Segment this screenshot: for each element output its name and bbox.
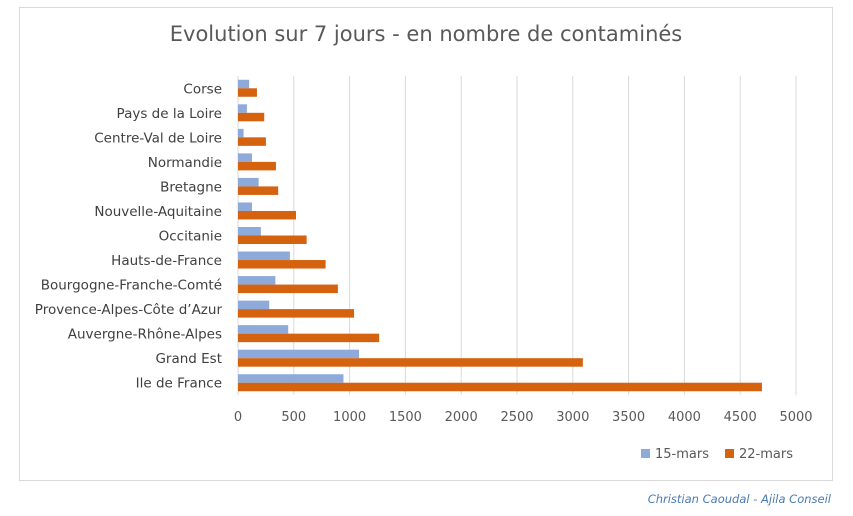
x-tick-label: 3000 (556, 410, 589, 425)
x-tick-label: 2500 (500, 410, 533, 425)
bar-22-mars (238, 137, 266, 146)
category-label: Centre-Val de Loire (94, 130, 222, 146)
bar-15-mars (238, 374, 344, 383)
category-label: Pays de la Loire (117, 106, 222, 122)
category-label: Nouvelle-Aquitaine (94, 204, 222, 220)
chart-title: Evolution sur 7 jours - en nombre de con… (169, 22, 683, 46)
bar-22-mars (238, 284, 338, 294)
category-label: Normandie (148, 155, 222, 171)
legend-swatch (725, 449, 734, 458)
bar-15-mars (238, 128, 244, 138)
bar-15-mars (238, 104, 247, 113)
chart-frame (19, 7, 833, 481)
bar-22-mars (238, 333, 380, 343)
bar-22-mars (238, 112, 265, 122)
bar-15-mars (238, 153, 252, 162)
category-label: Corse (183, 81, 222, 97)
bar-15-mars (238, 325, 289, 334)
legend-label: 15-mars (655, 447, 709, 462)
x-tick-label: 4000 (668, 410, 701, 425)
x-tick-label: 3500 (612, 410, 645, 425)
x-tick-label: 5000 (779, 410, 812, 425)
x-tick-label: 1000 (333, 410, 366, 425)
category-label: Occitanie (159, 229, 222, 245)
bar-22-mars (238, 235, 307, 244)
legend-label: 22-mars (739, 447, 793, 462)
bar-22-mars (238, 161, 276, 171)
category-label: Auvergne-Rhône-Alpes (68, 327, 222, 343)
bar-22-mars (238, 309, 355, 318)
x-tick-label: 0 (234, 410, 242, 425)
bar-15-mars (238, 251, 290, 261)
credit-text: Christian Caoudal - Ajila Conseil (647, 492, 831, 506)
bar-15-mars (238, 227, 261, 236)
bar-15-mars (238, 202, 252, 211)
bar-15-mars (238, 300, 270, 310)
bar-22-mars (238, 186, 279, 195)
category-label: Bretagne (160, 179, 222, 195)
bar-22-mars (238, 210, 297, 220)
bar-15-mars (238, 79, 250, 89)
legend-swatch (641, 449, 650, 458)
bars (238, 79, 762, 392)
bar-15-mars (238, 177, 259, 187)
x-tick-label: 500 (281, 410, 306, 425)
bar-22-mars (238, 260, 326, 269)
bar-22-mars (238, 382, 762, 392)
x-tick-label: 2000 (445, 410, 478, 425)
category-label: Ile de France (136, 376, 222, 392)
x-tick-label: 4500 (724, 410, 757, 425)
bar-22-mars (238, 358, 583, 367)
category-label: Provence-Alpes-Côte d’Azur (35, 302, 223, 318)
category-labels: Corse Pays de la Loire Centre-Val de Loire… (35, 81, 223, 391)
bar-15-mars (238, 276, 276, 285)
gridlines (237, 76, 797, 395)
category-label: Grand Est (155, 351, 222, 367)
bar-15-mars (238, 349, 360, 359)
category-label: Hauts-de-France (111, 253, 222, 269)
x-tick-label: 1500 (389, 410, 422, 425)
legend: 15-mars 22-mars (641, 447, 793, 462)
category-label: Bourgogne-Franche-Comté (41, 278, 222, 294)
x-tick-labels: 0 500 1000 1500 2000 2500 3000 3500 4000 4500 5000 (234, 410, 813, 425)
bar-22-mars (238, 88, 257, 97)
